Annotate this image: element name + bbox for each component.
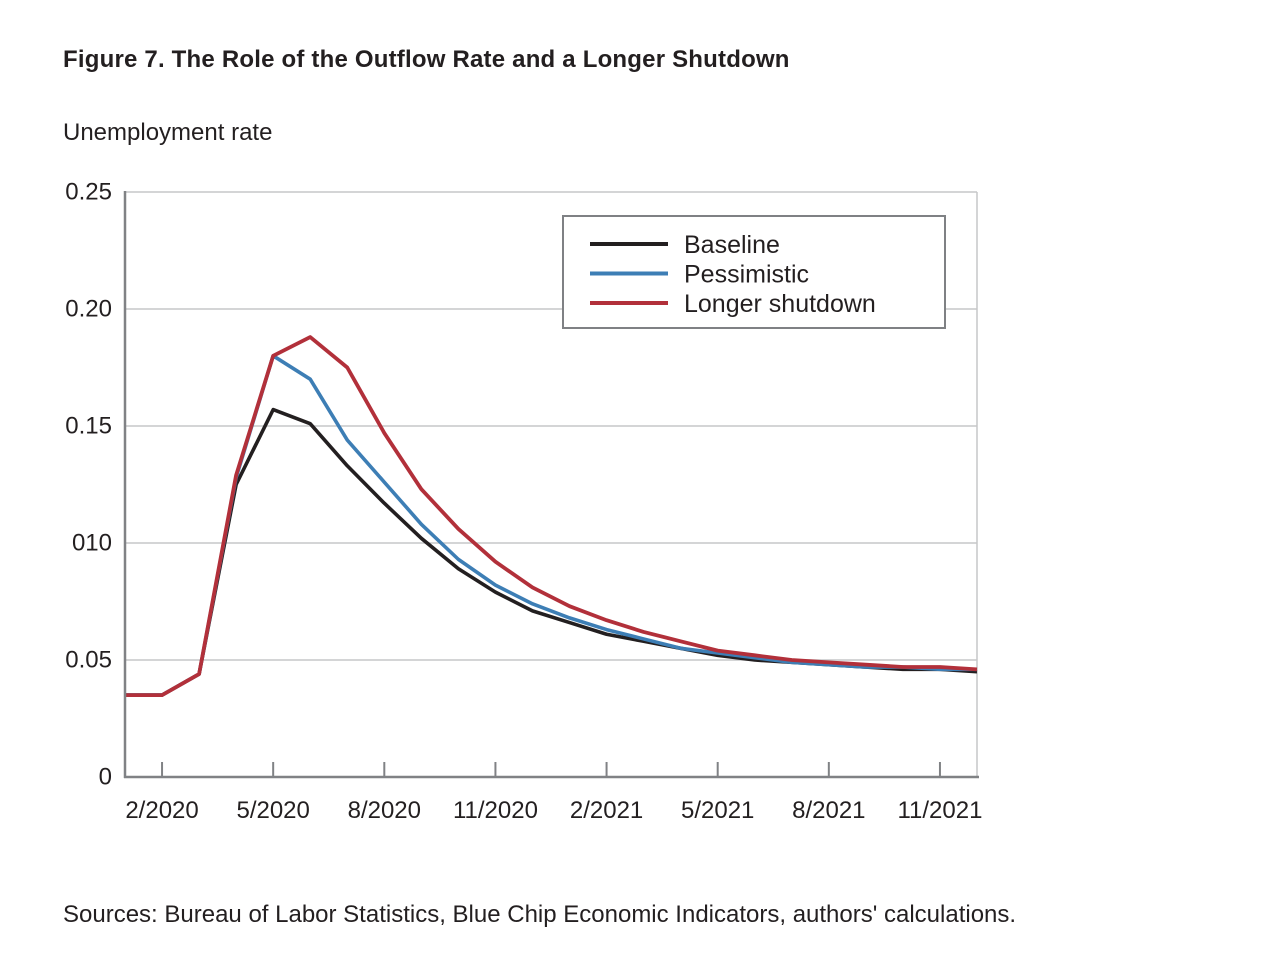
- series-lines: [125, 335, 978, 697]
- x-tick-label: 11/2021: [897, 797, 982, 824]
- y-tick-label: 0.20: [65, 296, 112, 323]
- legend-label-baseline: Baseline: [684, 231, 780, 259]
- x-tick-label: 11/2020: [453, 797, 538, 824]
- y-tick-label: 010: [72, 530, 112, 557]
- y-tick-label: 0.05: [65, 647, 112, 674]
- baseline-line: [125, 407, 978, 697]
- pessimistic-line: [125, 353, 977, 697]
- legend: Baseline Pessimistic Longer shutdown: [562, 215, 946, 329]
- figure-title: Figure 7. The Role of the Outflow Rate a…: [63, 46, 790, 73]
- x-tick-label: 5/2020: [236, 797, 309, 824]
- y-tick-labels: 0 0.05 010 0.15 0.20 0.25: [65, 179, 112, 791]
- longer-shutdown-line: [125, 335, 978, 697]
- x-tick-marks: [161, 762, 941, 777]
- source-note: Sources: Bureau of Labor Statistics, Blu…: [63, 901, 1017, 928]
- x-tick-labels: 2/2020 5/2020 8/2020 11/2020 2/2021 5/2021 8/2…: [125, 797, 982, 824]
- x-tick-label: 2/2020: [125, 797, 198, 824]
- y-tick-label: 0: [99, 764, 112, 791]
- legend-label-longer-shutdown: Longer shutdown: [684, 290, 876, 318]
- x-tick-label: 8/2021: [792, 797, 865, 824]
- legend-label-pessimistic: Pessimistic: [684, 261, 809, 289]
- x-tick-label: 2/2021: [570, 797, 643, 824]
- y-axis-title: Unemployment rate: [63, 119, 273, 146]
- x-tick-label: 5/2021: [681, 797, 754, 824]
- x-tick-label: 8/2020: [348, 797, 421, 824]
- y-tick-label: 0.25: [65, 179, 112, 206]
- y-tick-label: 0.15: [65, 413, 112, 440]
